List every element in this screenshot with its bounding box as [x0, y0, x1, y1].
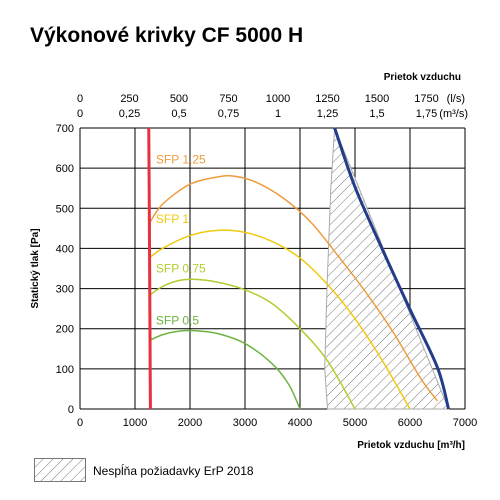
y-tick-label-2: 200 — [56, 324, 74, 336]
x-tick-label-3: 3000 — [233, 417, 257, 429]
series-line-1 — [148, 278, 356, 410]
chart-title: Výkonové krivky CF 5000 H — [30, 24, 304, 47]
top-m3s-tick-1: 0,25 — [119, 108, 140, 120]
top-ls-unit: (l/s) — [447, 93, 465, 105]
top-ls-tick-7: 1750 — [414, 93, 438, 105]
series-line-2 — [148, 229, 411, 410]
series-label-0: SFP 0,5 — [156, 314, 199, 328]
top-m3s-tick-6: 1,5 — [369, 108, 384, 120]
y-tick-label-1: 100 — [56, 364, 74, 376]
series-label-2: SFP 1 — [156, 212, 189, 226]
y-tick-label-7: 700 — [56, 123, 74, 135]
y-axis-label: Statický tlak [Pa] — [30, 228, 41, 308]
top-m3s-tick-4: 1 — [275, 108, 281, 120]
series-line-5 — [333, 127, 450, 410]
x-axis-label: Prietok vzduchu [m³/h] — [357, 440, 465, 451]
legend-hatch-label: Nespĺňa požiadavky ErP 2018 — [93, 464, 254, 478]
top-m3s-tick-3: 0,75 — [218, 108, 239, 120]
y-tick-label-3: 300 — [56, 284, 74, 296]
top-ls-tick-6: 1500 — [365, 93, 389, 105]
x-tick-label-2: 2000 — [178, 417, 202, 429]
series-label-1: SFP 0,75 — [156, 262, 206, 276]
top-m3s-tick-5: 1,25 — [317, 108, 338, 120]
series-label-3: SFP 1,25 — [156, 152, 206, 166]
y-tick-label-4: 400 — [56, 243, 74, 255]
x-tick-label-5: 5000 — [343, 417, 367, 429]
top-axis-label: Prietok vzduchu — [384, 72, 461, 83]
top-m3s-tick-7: 1,75 — [416, 108, 437, 120]
x-tick-label-6: 6000 — [398, 417, 422, 429]
x-tick-label-0: 0 — [77, 417, 83, 429]
legend-hatch-swatch — [34, 458, 86, 482]
y-tick-label-0: 0 — [68, 404, 74, 416]
top-m3s-tick-0: 0 — [77, 108, 83, 120]
legend: Nespĺňa požiadavky ErP 2018 — [30, 458, 470, 484]
top-ls-tick-4: 1000 — [266, 93, 290, 105]
top-ls-tick-0: 0 — [77, 93, 83, 105]
series-line-0 — [148, 329, 301, 410]
x-tick-label-7: 7000 — [453, 417, 477, 429]
y-tick-label-5: 500 — [56, 203, 74, 215]
top-ls-tick-3: 750 — [219, 93, 237, 105]
x-tick-label-1: 1000 — [123, 417, 147, 429]
top-ls-tick-5: 1250 — [315, 93, 339, 105]
series-line-4 — [147, 127, 152, 410]
series-line-3 — [148, 174, 439, 402]
top-ls-tick-2: 500 — [170, 93, 188, 105]
top-ls-tick-1: 250 — [120, 93, 138, 105]
top-m3s-unit: (m³/s) — [439, 108, 468, 120]
y-tick-label-6: 600 — [56, 163, 74, 175]
chart-svg: 0 1000 2000 3000 4000 5000 6000 700001002003004… — [30, 72, 477, 451]
x-tick-label-4: 4000 — [288, 417, 312, 429]
top-m3s-tick-2: 0,5 — [171, 108, 186, 120]
